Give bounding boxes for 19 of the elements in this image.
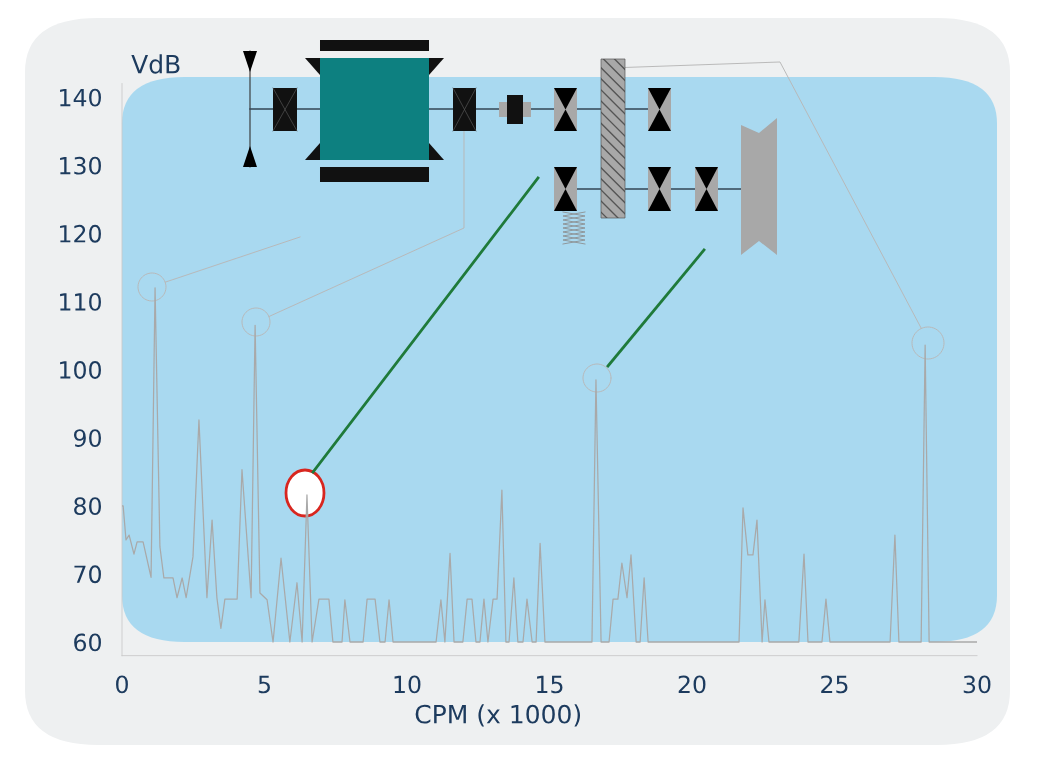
x-tick-label: 5 bbox=[258, 675, 270, 694]
y-tick-label: 120 bbox=[60, 224, 101, 243]
y-tick-label: 140 bbox=[60, 88, 101, 107]
x-tick-label: 10 bbox=[394, 675, 421, 694]
y-tick-label: 110 bbox=[60, 292, 101, 311]
x-tick-label: 20 bbox=[678, 675, 706, 694]
x-tick-label: 25 bbox=[821, 675, 848, 694]
x-tick-label: 15 bbox=[537, 675, 563, 694]
x-tick-label: 0 bbox=[116, 675, 128, 694]
y-tick-label: 60 bbox=[74, 633, 101, 652]
x-tick-label: 30 bbox=[963, 675, 991, 694]
y-tick-label: 130 bbox=[60, 156, 101, 175]
x-axis-title: CPM (x 1000) bbox=[415, 704, 581, 727]
line-series bbox=[122, 287, 977, 643]
y-tick-label: 80 bbox=[74, 497, 101, 516]
y-tick-label: 100 bbox=[60, 361, 101, 379]
y-tick-label: 70 bbox=[74, 565, 101, 584]
y-tick-label: 90 bbox=[74, 429, 101, 448]
y-axis-title: VdB bbox=[131, 54, 180, 74]
